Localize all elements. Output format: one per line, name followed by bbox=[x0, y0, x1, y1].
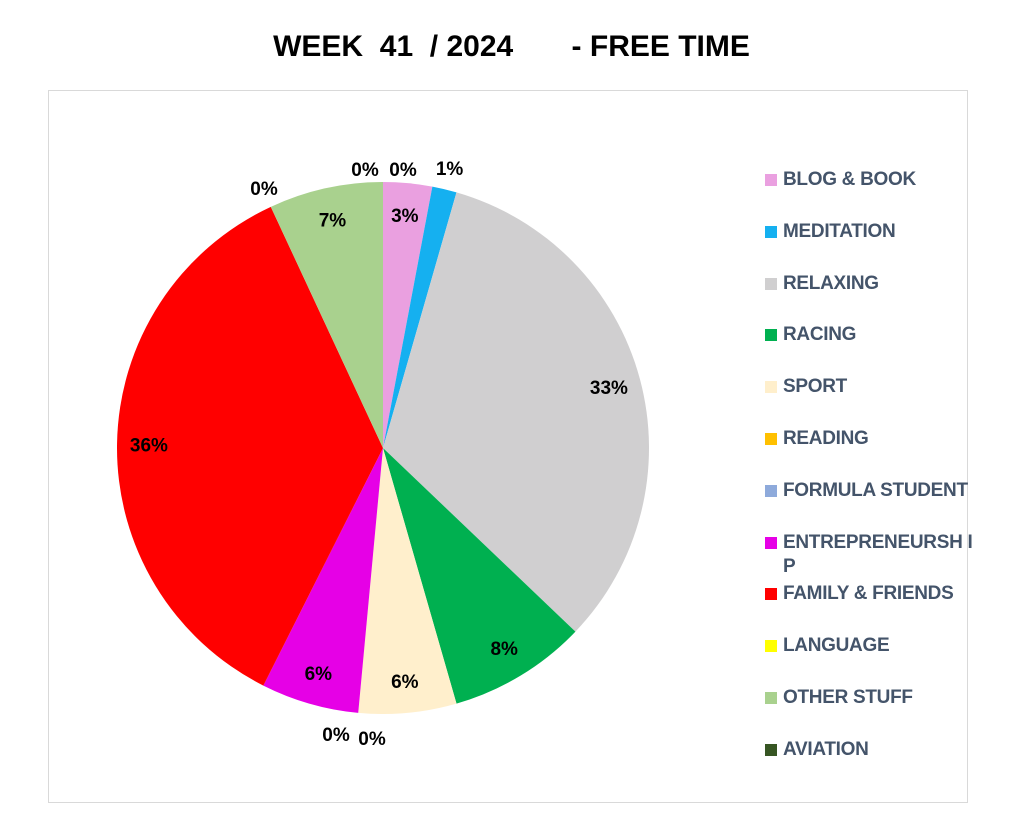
chart-area bbox=[48, 90, 968, 803]
legend-swatch bbox=[765, 277, 777, 290]
legend-swatch bbox=[765, 433, 777, 445]
slice-relaxing bbox=[383, 192, 649, 632]
data-label-other-stuff: 7% bbox=[319, 210, 347, 231]
data-label-sport: 6% bbox=[391, 672, 419, 693]
legend-label: MEDITATION bbox=[783, 220, 896, 242]
legend-item-sport: SPORT bbox=[765, 375, 975, 399]
legend-item-reading: READING bbox=[765, 427, 975, 451]
legend-label: FORMULA STUDENT bbox=[783, 479, 968, 501]
data-label-racing: 8% bbox=[490, 639, 518, 660]
slice-meditation bbox=[383, 186, 457, 448]
legend-item-family-friends: FAMILY & FRIENDS bbox=[765, 582, 975, 606]
legend-label: ENTREPRENEURSH IP bbox=[783, 531, 973, 577]
legend-swatch bbox=[765, 381, 777, 394]
legend-swatch bbox=[765, 588, 777, 601]
slice-family-friends bbox=[116, 206, 383, 686]
data-label-relaxing: 33% bbox=[590, 378, 628, 399]
legend-label: RACING bbox=[783, 324, 857, 346]
zero-data-label: 0% bbox=[351, 160, 379, 181]
zero-data-label: 0% bbox=[250, 179, 278, 200]
legend-label: OTHER STUFF bbox=[783, 687, 913, 708]
legend-item-blog-book: BLOG & BOOK bbox=[765, 168, 975, 192]
data-label-family-friends: 36% bbox=[130, 435, 168, 456]
legend-label: FAMILY & FRIENDS bbox=[783, 583, 954, 605]
slice-sport bbox=[358, 448, 457, 714]
legend-swatch bbox=[765, 743, 777, 756]
zero-data-label: 0% bbox=[358, 729, 386, 750]
legend-swatch bbox=[765, 174, 777, 186]
legend-swatch bbox=[765, 484, 777, 497]
data-label-blog-book: 3% bbox=[391, 206, 419, 227]
slice-racing bbox=[383, 448, 576, 704]
legend-item-formula-student: FORMULA STUDENT bbox=[765, 479, 975, 503]
legend-label: LANGUAGE bbox=[783, 635, 890, 657]
zero-data-label: 0% bbox=[322, 725, 350, 746]
legend-item-relaxing: RELAXING bbox=[765, 272, 975, 296]
legend-label: BLOG & BOOK bbox=[783, 169, 916, 190]
legend-label: READING bbox=[783, 428, 869, 449]
legend-label: SPORT bbox=[783, 376, 847, 398]
slice-blog-book bbox=[383, 182, 433, 448]
data-label-entrepreneurship: 6% bbox=[305, 664, 333, 685]
slice-entrepreneurship bbox=[263, 448, 383, 713]
legend-label: RELAXING bbox=[783, 272, 879, 294]
data-label-meditation: 1% bbox=[436, 159, 464, 180]
legend-swatch bbox=[765, 225, 777, 238]
legend-swatch bbox=[765, 692, 777, 704]
legend-item-entrepreneurship: ENTREPRENEURSH IP bbox=[765, 531, 975, 579]
zero-data-label: 0% bbox=[389, 160, 417, 181]
legend-item-racing: RACING bbox=[765, 323, 975, 347]
legend-item-other-stuff: OTHER STUFF bbox=[765, 686, 975, 710]
chart-title: WEEK 41 / 2024 - FREE TIME bbox=[273, 30, 750, 63]
legend-swatch bbox=[765, 536, 777, 549]
legend-swatch bbox=[765, 640, 777, 653]
legend-item-language: LANGUAGE bbox=[765, 634, 975, 658]
legend-label: AVIATION bbox=[783, 738, 869, 760]
legend-item-aviation: AVIATION bbox=[765, 738, 975, 762]
legend-item-meditation: MEDITATION bbox=[765, 220, 975, 244]
legend-swatch bbox=[765, 329, 777, 342]
slice-other-stuff bbox=[270, 182, 383, 448]
